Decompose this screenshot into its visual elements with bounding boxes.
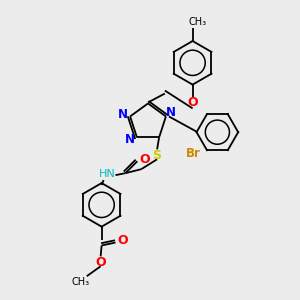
Text: N: N	[118, 108, 128, 121]
Text: O: O	[187, 96, 198, 109]
Text: CH₃: CH₃	[188, 17, 207, 27]
Text: O: O	[117, 234, 128, 247]
Text: O: O	[139, 153, 149, 166]
Text: N: N	[166, 106, 176, 119]
Text: S: S	[153, 149, 162, 162]
Text: CH₃: CH₃	[72, 277, 90, 287]
Text: O: O	[95, 256, 106, 269]
Text: HN: HN	[99, 169, 116, 179]
Text: N: N	[125, 133, 135, 146]
Text: Br: Br	[186, 147, 200, 160]
